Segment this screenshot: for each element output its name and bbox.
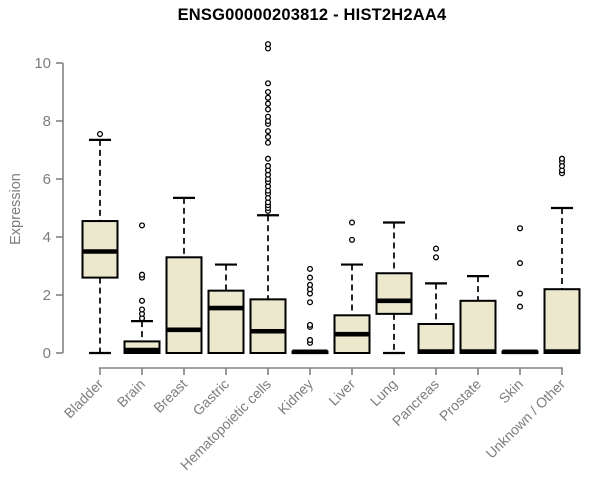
x-tick-label-liver: Liver (325, 376, 358, 409)
outlier-point (306, 265, 314, 272)
box-lung (375, 221, 413, 355)
outlier-point (306, 299, 314, 306)
x-tick-label-pancreas: Pancreas (389, 376, 442, 429)
outlier-point (306, 321, 314, 328)
outlier-point (264, 94, 272, 101)
box-prostate (459, 275, 497, 354)
outlier-point (348, 236, 356, 243)
iqr-box (165, 256, 203, 354)
x-tick-label-prostate: Prostate (436, 376, 484, 424)
x-tick-label-skin: Skin (496, 376, 527, 407)
iqr-box (207, 289, 245, 354)
box-kidney (291, 265, 329, 355)
outlier-point (516, 290, 524, 297)
outlier-point (264, 162, 272, 170)
outlier-point (96, 131, 104, 138)
x-tick-label-kidney: Kidney (275, 376, 317, 418)
outlier-point (138, 222, 146, 229)
outlier-point (138, 306, 146, 313)
outlier-point (264, 100, 272, 107)
outlier-point (138, 297, 146, 304)
box-unknown-other (543, 155, 581, 355)
outlier-point (516, 260, 524, 267)
x-tick-label-breast: Breast (150, 376, 190, 416)
iqr-box (123, 340, 161, 354)
box-bladder (81, 131, 119, 355)
outlier-point (558, 155, 566, 162)
outlier-point (516, 303, 524, 310)
outlier-point (264, 128, 272, 135)
chart-title: ENSG00000203812 - HIST2H2AA4 (177, 6, 447, 24)
y-tick-label: 8 (43, 113, 51, 130)
iqr-box (459, 299, 497, 354)
y-tick-label: 6 (43, 171, 51, 188)
x-tick-label-brain: Brain (114, 376, 148, 410)
box-breast (165, 196, 203, 354)
outlier-point (138, 271, 146, 278)
y-axis: 0 2 4 6 8 10 (34, 55, 64, 362)
outlier-point (264, 80, 272, 87)
outlier-point (348, 219, 356, 226)
y-tick-label: 2 (43, 287, 51, 304)
outlier-point (306, 274, 314, 281)
outlier-point (432, 254, 440, 261)
box-pancreas (417, 245, 455, 354)
outlier-point (264, 113, 272, 120)
outlier-point (264, 139, 272, 146)
outlier-point (264, 88, 272, 96)
outlier-point (264, 106, 272, 113)
outlier-point (264, 41, 272, 48)
outlier-point (264, 155, 272, 162)
outlier-point (516, 225, 524, 232)
x-tick-label-unknown-other: Unknown / Other (483, 376, 569, 462)
box-brain (123, 222, 161, 354)
y-tick-label: 4 (43, 229, 51, 246)
y-tick-label: 0 (43, 345, 51, 362)
iqr-box (543, 288, 581, 355)
box-skin (501, 225, 539, 355)
outlier-point (306, 281, 314, 288)
iqr-box (417, 323, 455, 354)
x-tick-label-bladder: Bladder (61, 376, 107, 422)
box-hematopoietic-cells (249, 41, 287, 355)
x-tick-label-lung: Lung (367, 376, 400, 409)
box-gastric (207, 263, 245, 354)
outlier-point (306, 336, 314, 344)
iqr-box (375, 272, 413, 315)
outlier-point (432, 245, 440, 252)
box-liver (333, 219, 371, 354)
outlier-point (264, 133, 272, 141)
iqr-box (249, 298, 287, 355)
y-tick-label: 10 (34, 55, 51, 72)
